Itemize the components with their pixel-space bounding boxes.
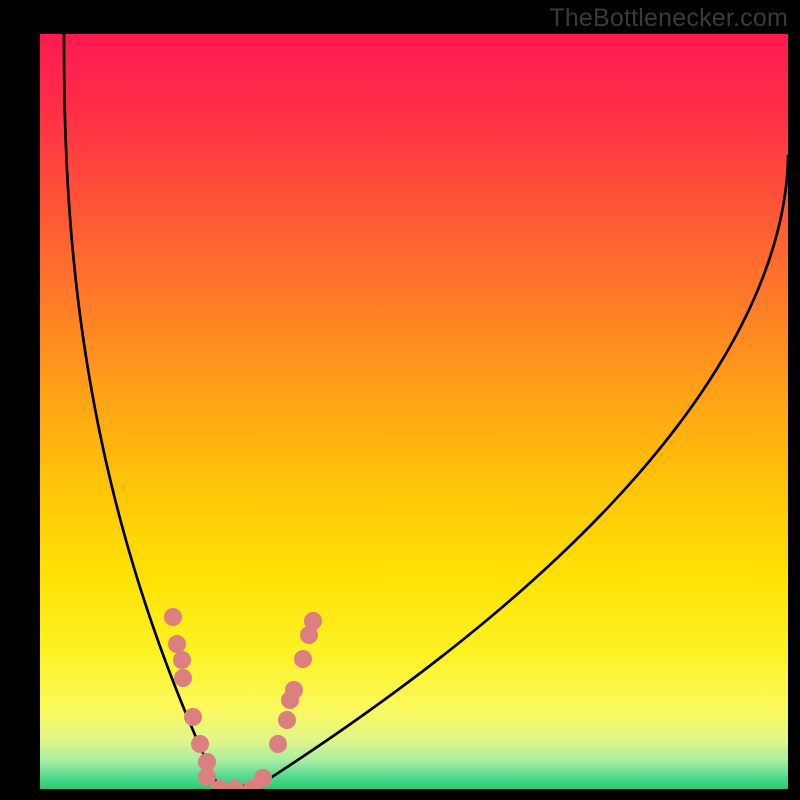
watermark: TheBottlenecker.com (549, 4, 788, 33)
plot-svg (40, 34, 788, 789)
scatter-point (173, 651, 191, 669)
scatter-point (269, 735, 287, 753)
scatter-point (294, 650, 312, 668)
scatter-point (164, 608, 182, 626)
gradient-background (40, 34, 788, 789)
scatter-point (168, 635, 186, 653)
chart-container: { "canvas": { "width": 800, "height": 80… (0, 0, 800, 800)
scatter-point (191, 735, 209, 753)
scatter-point (278, 711, 296, 729)
scatter-point (174, 669, 192, 687)
scatter-point (254, 769, 272, 787)
scatter-point (304, 612, 322, 630)
scatter-point (285, 681, 303, 699)
scatter-point (184, 708, 202, 726)
